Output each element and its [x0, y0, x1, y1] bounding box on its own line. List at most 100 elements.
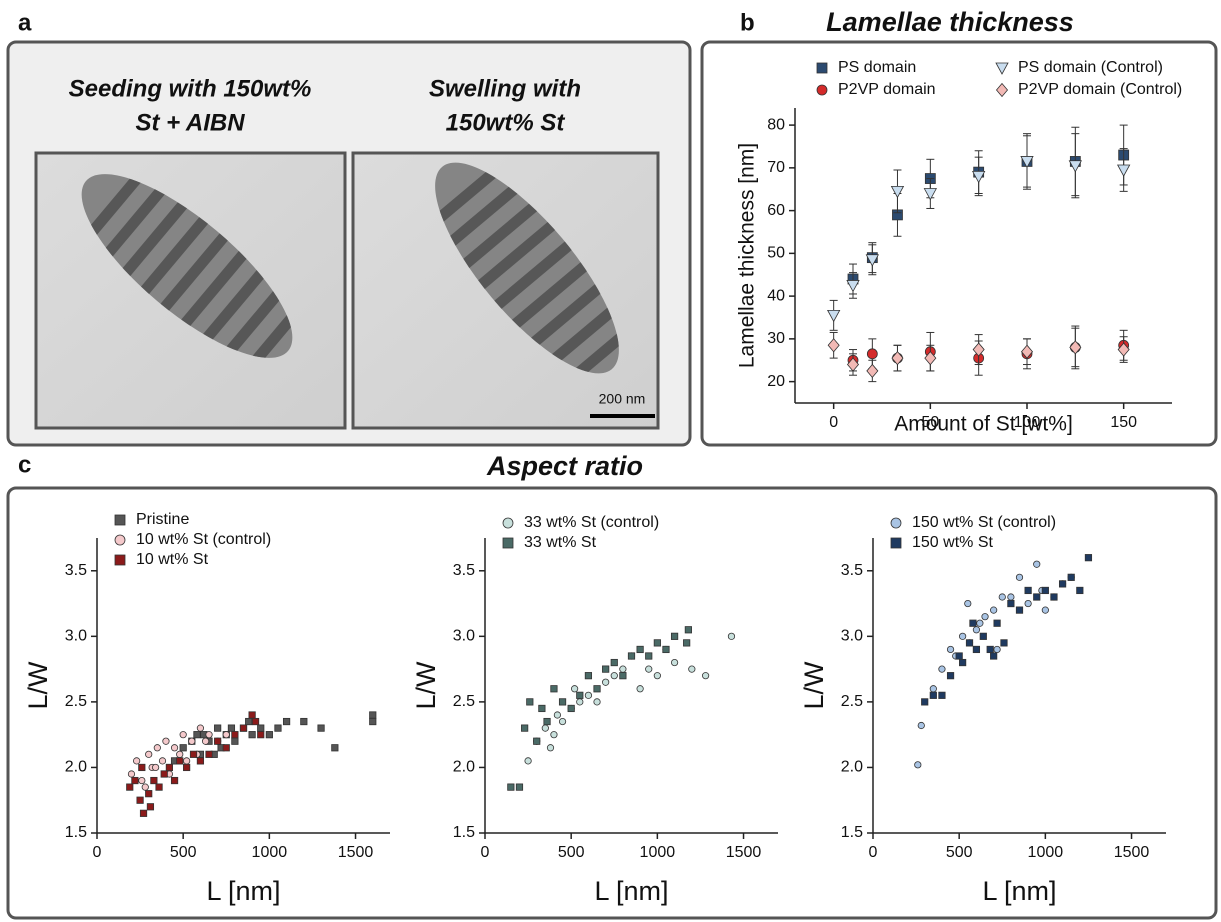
point — [979, 632, 987, 640]
point — [524, 757, 532, 765]
point — [131, 776, 139, 785]
point — [576, 691, 584, 699]
point — [619, 672, 627, 680]
point — [1015, 606, 1024, 614]
x-tick-label: 1000 — [640, 844, 676, 861]
point — [133, 757, 141, 765]
point — [670, 658, 679, 667]
point — [193, 731, 201, 739]
point — [610, 658, 618, 667]
point — [558, 698, 567, 706]
legend-label: PS domain — [838, 59, 916, 76]
point — [141, 783, 149, 791]
point — [533, 737, 541, 745]
point — [998, 593, 1006, 601]
point — [1058, 580, 1067, 588]
point — [576, 698, 584, 706]
x-tick-label: 1500 — [338, 844, 374, 861]
point — [515, 783, 524, 791]
legend-label: 33 wt% St — [524, 534, 597, 551]
legend-marker — [890, 517, 902, 529]
y-tick-label: 60 — [767, 202, 785, 219]
point — [265, 731, 273, 739]
legend-label: PS domain (Control) — [1018, 59, 1163, 76]
point — [938, 691, 946, 699]
point — [1116, 164, 1131, 177]
point — [1033, 593, 1041, 601]
point — [610, 672, 618, 680]
point — [136, 796, 144, 804]
point — [152, 763, 160, 772]
legend-marker — [114, 514, 126, 526]
x-axis-label: L [nm] — [206, 876, 280, 906]
point — [946, 672, 955, 680]
point — [138, 763, 146, 772]
point — [222, 731, 230, 739]
point — [1007, 593, 1015, 601]
point — [507, 783, 515, 791]
point — [538, 704, 546, 713]
x-tick-label: 50 — [921, 414, 939, 431]
x-tick-label: 100 — [1014, 414, 1041, 431]
point — [145, 750, 153, 758]
point — [684, 626, 692, 634]
point — [645, 665, 653, 673]
point — [627, 652, 636, 660]
point — [176, 757, 184, 765]
point — [1076, 586, 1084, 595]
point — [1069, 340, 1082, 355]
x-tick-label: 1000 — [252, 844, 288, 861]
point — [602, 678, 610, 686]
point — [1067, 573, 1075, 581]
point — [1007, 599, 1015, 608]
point — [1117, 342, 1130, 357]
point — [150, 776, 158, 785]
micrograph-caption: St + AIBN — [135, 109, 245, 136]
point — [170, 744, 179, 752]
y-tick-label: 3.0 — [841, 628, 863, 645]
point — [827, 338, 840, 353]
x-axis-label: L [nm] — [594, 876, 668, 906]
point — [1084, 554, 1093, 562]
point — [126, 783, 134, 791]
x-tick-label: 0 — [93, 844, 102, 861]
point — [593, 685, 601, 693]
point — [155, 783, 163, 791]
point — [179, 744, 187, 752]
y-tick-label: 3.0 — [65, 628, 87, 645]
point — [972, 626, 981, 634]
legend-label: 150 wt% St — [912, 534, 993, 551]
point — [955, 652, 963, 660]
panel-label: c — [18, 451, 31, 478]
legend-label: P2VP domain — [838, 81, 936, 98]
point — [929, 685, 937, 693]
y-tick-label: 2.5 — [453, 693, 475, 710]
y-tick-label: 30 — [767, 330, 785, 347]
point — [188, 737, 196, 745]
point — [183, 757, 191, 765]
legend-marker — [114, 554, 126, 566]
y-tick-label: 40 — [767, 287, 785, 304]
point — [1033, 560, 1041, 568]
point — [317, 724, 325, 732]
point — [890, 185, 905, 199]
point — [662, 645, 670, 654]
legend-marker — [995, 62, 1009, 75]
point — [636, 645, 644, 654]
point — [251, 717, 260, 726]
point — [369, 717, 377, 726]
point — [546, 744, 555, 752]
panel-label: b — [740, 9, 755, 36]
point — [138, 776, 146, 785]
x-axis-label: Amount of St [wt%] — [894, 413, 1073, 436]
point — [727, 632, 736, 640]
y-tick-label: 1.5 — [453, 824, 475, 841]
point — [222, 744, 230, 752]
point — [550, 685, 558, 693]
point — [636, 685, 644, 693]
x-tick-label: 500 — [946, 844, 973, 861]
point — [584, 691, 593, 699]
legend-label: 150 wt% St (control) — [912, 514, 1056, 531]
point — [653, 639, 661, 647]
point — [584, 672, 593, 680]
